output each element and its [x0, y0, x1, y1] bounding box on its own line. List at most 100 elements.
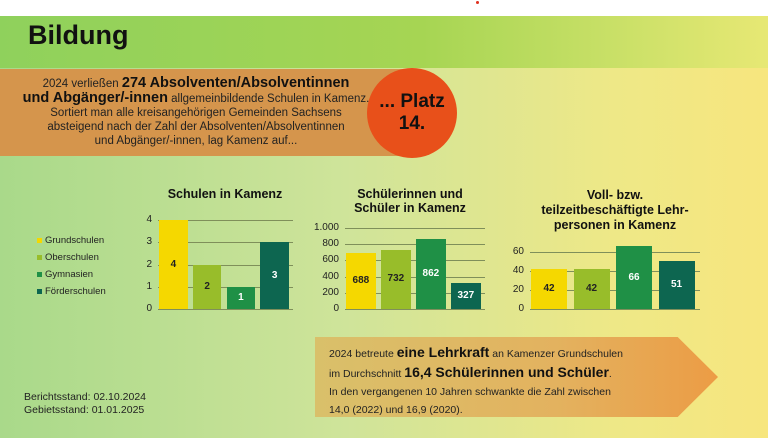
text: absteigend nach der Zahl der Absolventen…: [47, 121, 345, 133]
y-tick-label: 3: [146, 236, 152, 248]
text: an Kamenzer Grundschulen: [489, 348, 623, 360]
footer: Berichtsstand: 02.10.2024 Gebietsstand: …: [24, 391, 146, 417]
text: 2024 verließen: [42, 78, 122, 90]
y-tick-label: 0: [333, 303, 339, 314]
gridline: [530, 309, 700, 310]
legend-label: Oberschulen: [45, 252, 99, 263]
bar-grundschulen: 42: [531, 269, 568, 309]
page-title: Bildung: [28, 20, 129, 50]
title-line: personen in Kamenz: [553, 218, 677, 232]
chart-schueler: 0 200 400 600 800 1.000 688 732 862 327: [314, 222, 485, 314]
y-tick-label: 40: [512, 265, 524, 276]
gridline: [158, 220, 293, 221]
y-tick-label: 20: [512, 284, 524, 295]
y-tick-label: 4: [146, 214, 152, 225]
gridline: [530, 290, 700, 291]
rank-badge: ... Platz 14.: [367, 68, 457, 158]
bar-value-label: 42: [586, 283, 598, 295]
y-tick-label: 800: [322, 238, 339, 250]
gridline: [530, 252, 700, 253]
legend-swatch: [37, 255, 42, 260]
bar-gymnasien: 1: [226, 286, 256, 309]
territory-date: Gebietsstand: 01.01.2025: [24, 404, 145, 416]
top-strip: [0, 0, 768, 16]
y-tick-label: 1.000: [313, 222, 339, 233]
text: 14,0 (2022) und 16,9 (2020).: [329, 404, 463, 416]
highlight: eine Lehrkraft: [396, 344, 490, 360]
bar-gymnasien: 66: [616, 246, 653, 309]
legend: Grundschulen Oberschulen Gymnasien Fördersc…: [37, 232, 106, 300]
bar-frderschulen: 327: [451, 282, 481, 309]
legend-swatch: [37, 272, 42, 277]
gridline: [158, 264, 293, 266]
bar-oberschulen: 732: [381, 249, 411, 309]
legend-item: Oberschulen: [37, 249, 106, 266]
summary-band: [0, 69, 410, 156]
y-tick-label: 60: [512, 246, 524, 257]
text: und Abgänger/-innen, lag Kamenz auf...: [94, 135, 298, 147]
bar-gymnasien: 862: [416, 239, 446, 309]
chart-schulen: 0 1 2 3 4 4 2 1 3: [146, 214, 293, 314]
bar-value-label: 732: [387, 273, 405, 285]
bar-grundschulen: 688: [346, 253, 376, 309]
gridline: [158, 242, 293, 244]
y-tick-label: 1: [146, 280, 152, 292]
gridline: [530, 271, 700, 272]
legend-label: Förderschulen: [45, 286, 106, 297]
y-tick-label: 400: [322, 270, 339, 282]
red-dot: [476, 1, 479, 4]
bar-value-label: 51: [671, 278, 683, 290]
gridline: [345, 309, 485, 310]
info-text: 2024 betreute eine Lehrkraft an Kamenzer…: [329, 343, 623, 419]
highlight: 274 Absolventen/Absolventinnen: [121, 75, 350, 91]
bar-value-label: 862: [422, 268, 440, 280]
bar-value-label: 2: [204, 280, 210, 292]
bar-oberschulen: 2: [192, 264, 222, 309]
gridline: [345, 228, 485, 229]
bar-value-label: 42: [543, 283, 555, 295]
chart-title: Schülerinnen und Schüler in Kamenz: [330, 187, 490, 215]
text: Sortiert man alle kreisangehörigen Gemei…: [50, 107, 342, 119]
report-date: Berichtsstand: 02.10.2024: [24, 391, 147, 403]
title-line: Schüler in Kamenz: [354, 201, 466, 215]
bar-frderschulen: 51: [658, 260, 695, 309]
chart-title: Schulen in Kamenz: [167, 187, 283, 201]
text: allgemeinbildende Schulen in Kamenz.: [167, 93, 370, 105]
text: 2024 betreute: [329, 348, 397, 360]
bar-value-label: 1: [238, 291, 244, 303]
title-line: teilzeitbeschäftigte Lehr-: [541, 203, 689, 217]
legend-item: Förderschulen: [37, 283, 106, 300]
y-tick-label: 200: [322, 286, 339, 298]
gridline: [345, 276, 485, 278]
highlight: und Abgänger/-innen: [22, 90, 168, 106]
rank-label: ... Platz: [379, 91, 445, 112]
title-line: Schülerinnen und: [357, 187, 463, 201]
y-tick-label: 600: [322, 254, 339, 266]
legend-label: Grundschulen: [45, 235, 105, 246]
bar-value-label: 4: [170, 258, 177, 270]
info-arrow: [315, 337, 718, 417]
bar-grundschulen: 4: [159, 220, 188, 309]
gridline: [345, 260, 485, 262]
y-tick-label: 0: [146, 303, 152, 314]
gridline: [158, 286, 293, 288]
gridline: [345, 244, 485, 246]
legend-item: Grundschulen: [37, 232, 106, 249]
bar-value-label: 327: [457, 289, 475, 301]
text: .: [608, 368, 612, 380]
bar-oberschulen: 42: [573, 269, 610, 309]
text: In den vergangenen 10 Jahren schwankte d…: [329, 386, 611, 398]
legend-item: Gymnasien: [37, 266, 106, 283]
legend-swatch: [37, 289, 42, 294]
gridline: [345, 292, 485, 294]
highlight: 16,4 Schülerinnen und Schüler: [404, 364, 609, 380]
chart-lehrpersonen: 0 20 40 60 42 42 66 51: [513, 246, 700, 314]
text: im Durchschnitt: [329, 368, 405, 380]
rank-value: 14.: [398, 113, 426, 134]
header-band: [0, 16, 768, 68]
bar-value-label: 3: [271, 269, 278, 281]
legend-label: Gymnasien: [45, 269, 94, 280]
legend-swatch: [37, 238, 42, 243]
gridline: [158, 309, 293, 310]
bar-frderschulen: 3: [260, 242, 289, 309]
